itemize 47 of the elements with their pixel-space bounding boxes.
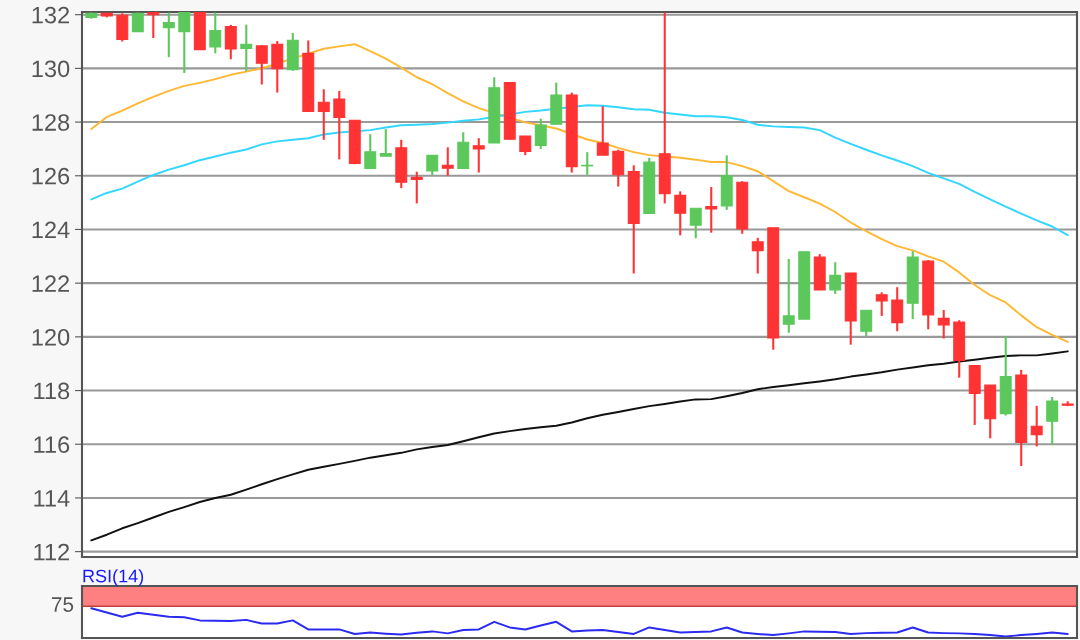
candlestick xyxy=(317,88,330,141)
candlestick xyxy=(674,190,687,237)
y-tick-label: 116 xyxy=(34,436,70,454)
candlestick xyxy=(751,236,764,275)
line-series xyxy=(90,104,1069,237)
candlestick xyxy=(937,308,950,340)
line-series xyxy=(90,350,1069,542)
y-tick-label: 118 xyxy=(34,382,70,400)
chart-title: RSI(14) xyxy=(83,569,144,586)
y-tick-label: 132 xyxy=(32,6,70,24)
y-tick-label: 122 xyxy=(32,275,70,292)
candlestick xyxy=(612,148,625,188)
candlestick xyxy=(519,134,532,157)
candlestick xyxy=(860,309,873,338)
line-series xyxy=(90,43,1069,343)
candlestick xyxy=(162,12,175,59)
candlestick xyxy=(1030,404,1043,448)
candlestick xyxy=(255,44,268,86)
candlestick xyxy=(224,23,237,61)
candlestick xyxy=(829,261,842,295)
candlestick xyxy=(875,291,888,317)
candlestick xyxy=(410,170,423,205)
candlestick xyxy=(147,12,160,40)
y-tick-label: 114 xyxy=(34,490,70,507)
candlestick xyxy=(240,23,253,73)
y-tick-label: 124 xyxy=(32,221,70,239)
candlestick xyxy=(441,146,454,177)
candlestick xyxy=(333,89,346,161)
candlestick xyxy=(689,207,702,240)
candlestick xyxy=(379,128,392,158)
candlestick xyxy=(705,186,718,234)
candlestick xyxy=(426,154,439,176)
candlestick xyxy=(534,117,547,150)
y-tick-label: 128 xyxy=(32,114,70,131)
y-tick-label: 120 xyxy=(32,328,70,346)
candlestick xyxy=(472,137,485,174)
y-tick-label: 126 xyxy=(32,167,70,185)
candlestick xyxy=(891,286,904,333)
candlestick xyxy=(596,105,609,157)
candlestick xyxy=(209,12,222,55)
candlestick xyxy=(364,133,377,170)
candlestick xyxy=(1046,395,1059,446)
candlestick xyxy=(782,257,795,334)
text: 75 xyxy=(51,597,74,612)
y-tick-label: 112 xyxy=(34,543,70,561)
candlestick xyxy=(178,12,191,74)
y-tick-label: 130 xyxy=(32,60,70,78)
